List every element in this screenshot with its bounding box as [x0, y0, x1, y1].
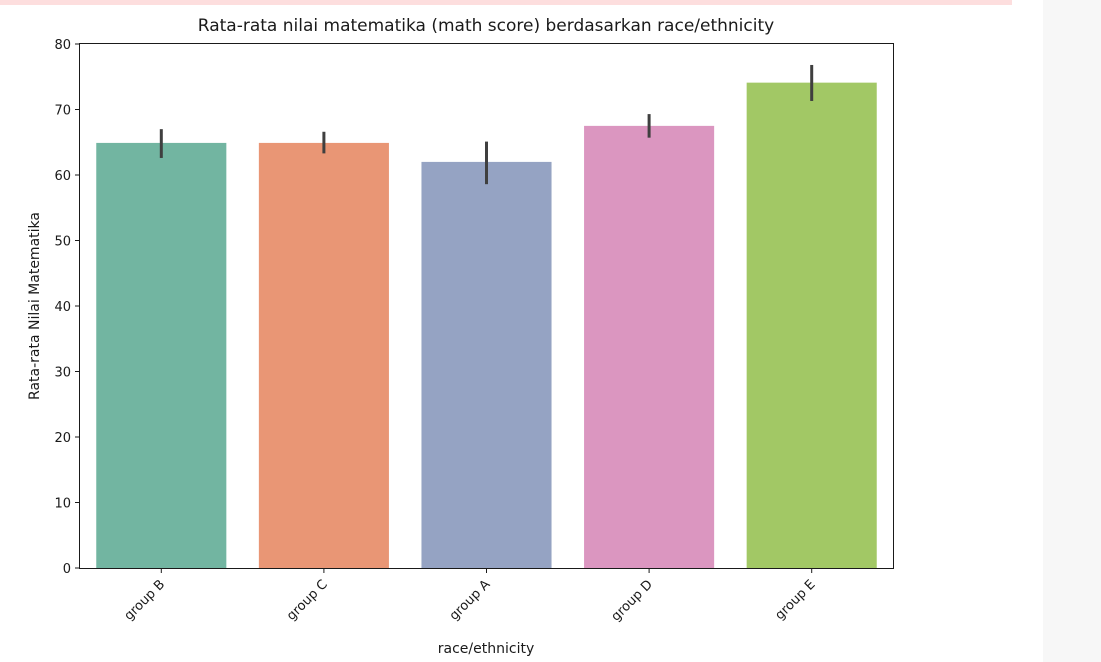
y-tick-label: 30 — [54, 366, 71, 381]
x-tick-label: group E — [772, 577, 818, 623]
y-tick-label: 0 — [63, 562, 71, 577]
bar-group-e — [746, 82, 877, 569]
y-tick-label: 80 — [54, 38, 71, 53]
plot-frame — [79, 43, 894, 569]
x-axis-label: race/ethnicity — [438, 641, 534, 657]
x-axis: group B group C group A group D group E — [122, 568, 819, 625]
bar-group-a — [421, 161, 552, 568]
bar-group-c — [258, 142, 389, 568]
cell-output-strip — [0, 0, 1012, 5]
y-tick-label: 60 — [54, 169, 71, 184]
y-axis: 0 10 20 30 40 50 60 70 80 — [54, 38, 80, 577]
chart-title: Rata-rata nilai matematika (math score) … — [198, 16, 774, 36]
bars-layer — [96, 82, 877, 569]
x-tick-label: group C — [284, 577, 331, 624]
x-tick-label: group B — [122, 577, 169, 624]
y-tick-label: 40 — [54, 300, 71, 315]
bar-group-b — [96, 142, 227, 568]
y-tick-label: 70 — [54, 104, 71, 119]
y-axis-label: Rata-rata Nilai Matematika — [27, 212, 43, 400]
side-panel — [1043, 0, 1101, 662]
x-tick-label: group A — [447, 577, 494, 624]
error-bars-layer — [159, 64, 814, 185]
x-tick-label: group D — [609, 577, 656, 624]
y-tick-label: 20 — [54, 431, 71, 446]
bar-group-d — [584, 125, 715, 568]
y-tick-label: 10 — [54, 497, 71, 512]
y-tick-label: 50 — [54, 235, 71, 250]
